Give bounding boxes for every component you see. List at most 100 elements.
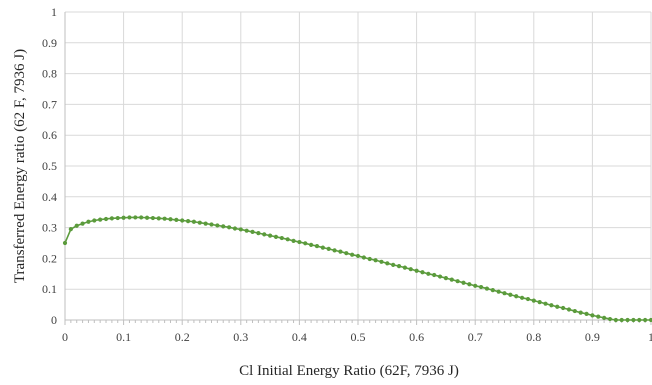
data-point [490,288,495,293]
data-point [309,242,314,247]
data-point [514,294,519,299]
data-point [613,317,618,323]
data-point [109,216,114,221]
tick-labels: 0 0.1 0.2 0.3 0.4 0.5 0.6 0.7 0.8 0.9 1 0 0.1 0.2 0.3 0… [42,5,652,344]
data-point [432,272,437,278]
data-point [566,307,572,312]
x-tick-label: 0.7 [468,330,483,344]
data-point [268,233,273,238]
data-point [115,215,120,221]
data-point [455,279,460,284]
data-point [320,245,325,250]
y-tick-label: 0 [51,313,57,327]
data-point [396,264,402,269]
y-tick-label: 0.5 [42,159,57,173]
data-point [525,296,531,302]
data-point [484,286,490,291]
data-point [338,249,343,254]
data-point [596,314,601,319]
data-point [572,308,577,314]
data-point [297,239,302,245]
y-tick-label: 0.3 [42,221,57,235]
x-tick-label: 0.6 [409,330,424,344]
x-tick-label: 0.1 [116,330,131,344]
data-point [332,248,337,253]
x-axis-title: Cl Initial Energy Ratio (62F, 7936 J) [239,363,459,379]
data-point [197,220,202,225]
data-point [256,231,261,236]
data-point [191,219,197,224]
data-point [420,270,425,275]
data-point [74,223,79,228]
data-point [449,277,454,282]
data-point [162,216,167,221]
data-point [584,311,589,316]
data-point [121,215,126,220]
data-point [602,315,607,320]
data-point [414,268,419,273]
data-point [209,222,214,227]
data-point [637,317,642,323]
data-point [555,304,560,309]
x-tick-label: 0.5 [351,330,366,344]
data-point [98,217,103,222]
data-point [291,238,296,243]
data-point [549,303,554,308]
data-point [262,232,267,237]
data-point [643,317,648,323]
data-point [607,316,613,322]
y-tick-label: 0.2 [42,251,57,265]
data-point [273,234,279,239]
data-point [437,274,443,279]
data-point [174,217,179,222]
data-point [303,241,308,246]
data-point [443,276,448,281]
data-point [408,267,413,272]
data-point [361,255,366,260]
grid [65,11,652,320]
data-point [367,256,372,262]
data-point [561,305,566,311]
data-point [80,221,85,226]
data-point [373,258,378,263]
x-tick-label: 1 [648,330,652,344]
data-point [92,218,97,223]
x-tick-label: 0.8 [526,330,541,344]
data-point [543,301,548,306]
data-point [631,317,636,323]
data-point [344,251,349,256]
data-point [531,298,536,303]
data-point [127,215,132,220]
data-point [590,313,595,318]
data-point [86,219,91,224]
data-point [467,282,472,287]
data-point [648,317,652,323]
data-point [537,300,542,305]
y-axis-title: Transferred Energy ratio (62 F, 7936 J) [12,49,28,283]
data-point [473,283,478,288]
data-point [279,235,284,241]
data-point [168,217,173,222]
data-point [314,243,320,249]
data-point [156,216,161,221]
data-point [133,215,138,220]
data-point [62,240,68,246]
y-tick-label: 0.4 [42,190,57,204]
data-point [232,226,238,231]
x-tick-label: 0.9 [585,330,600,344]
data-point [326,246,331,251]
y-tick-label: 0.9 [42,36,57,50]
y-tick-label: 1 [51,5,57,19]
data-point [203,221,208,226]
y-tick-label: 0.6 [42,128,57,142]
data-point [578,310,583,315]
data-point [244,228,249,233]
data-point [619,317,624,323]
data-point [385,261,390,266]
data-point [144,215,150,220]
data-point [625,317,630,323]
data-point [139,215,144,220]
x-tick-label: 0 [62,330,68,344]
data-point [402,265,407,270]
